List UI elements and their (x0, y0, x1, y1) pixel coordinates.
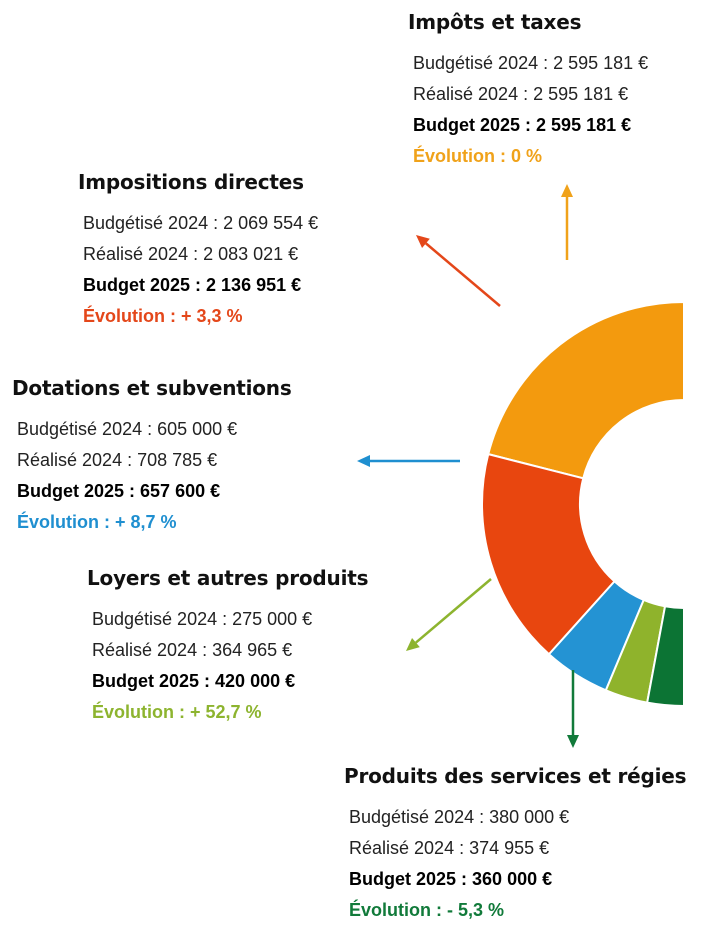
budget-2025: Budget 2025 : 657 600 € (17, 481, 221, 501)
arrow-produits-services-regies (567, 670, 579, 748)
legend-block-loyers-autres-produits: Loyers et autres produits Budgétisé 2024… (87, 566, 368, 728)
legend-title: Loyers et autres produits (87, 566, 369, 590)
evolution: Évolution : + 8,7 % (17, 512, 177, 532)
legend-block-impots-taxes: Impôts et taxes Budgétisé 2024 : 2 595 1… (408, 10, 648, 172)
evolution: Évolution : + 52,7 % (92, 702, 262, 722)
budgetise-2024: Budgétisé 2024 : 605 000 € (17, 419, 238, 439)
arrow-impots-taxes (561, 184, 573, 260)
budget-2025: Budget 2025 : 2 136 951 € (83, 275, 302, 295)
realise-2024: Réalisé 2024 : 2 595 181 € (413, 84, 629, 104)
realise-2024: Réalisé 2024 : 374 955 € (349, 838, 550, 858)
budget-2025: Budget 2025 : 2 595 181 € (413, 115, 632, 135)
realise-2024: Réalisé 2024 : 2 083 021 € (83, 244, 299, 264)
legend-block-impositions-directes: Impositions directes Budgétisé 2024 : 2 … (78, 170, 318, 332)
budget-2025: Budget 2025 : 420 000 € (92, 671, 296, 691)
budget-2025: Budget 2025 : 360 000 € (349, 869, 553, 889)
arrow-loyers-autres-produits (406, 578, 492, 651)
budgetise-2024: Budgétisé 2024 : 2 595 181 € (413, 53, 649, 73)
realise-2024: Réalisé 2024 : 364 965 € (92, 640, 293, 660)
legend-title: Dotations et subventions (12, 376, 292, 400)
arrow-impositions-directes (416, 235, 501, 307)
evolution: Évolution : 0 % (413, 146, 543, 166)
evolution: Évolution : + 3,3 % (83, 306, 243, 326)
legend-title: Produits des services et régies (344, 764, 687, 788)
realise-2024: Réalisé 2024 : 708 785 € (17, 450, 218, 470)
slice-impositions-directes (481, 452, 616, 656)
budgetise-2024: Budgétisé 2024 : 2 069 554 € (83, 213, 319, 233)
slice-produits-des-services-et-regies (646, 605, 685, 708)
legend-title: Impositions directes (78, 170, 304, 194)
budgetise-2024: Budgétisé 2024 : 275 000 € (92, 609, 313, 629)
legend-block-produits-services-regies: Produits des services et régies Budgétis… (344, 764, 687, 926)
legend-title: Impôts et taxes (408, 10, 582, 34)
evolution: Évolution : - 5,3 % (349, 900, 505, 920)
budgetise-2024: Budgétisé 2024 : 380 000 € (349, 807, 570, 827)
slice-impots-et-taxes (487, 300, 685, 480)
arrow-dotations-subventions (357, 455, 460, 467)
legend-block-dotations-subventions: Dotations et subventions Budgétisé 2024 … (12, 376, 292, 538)
